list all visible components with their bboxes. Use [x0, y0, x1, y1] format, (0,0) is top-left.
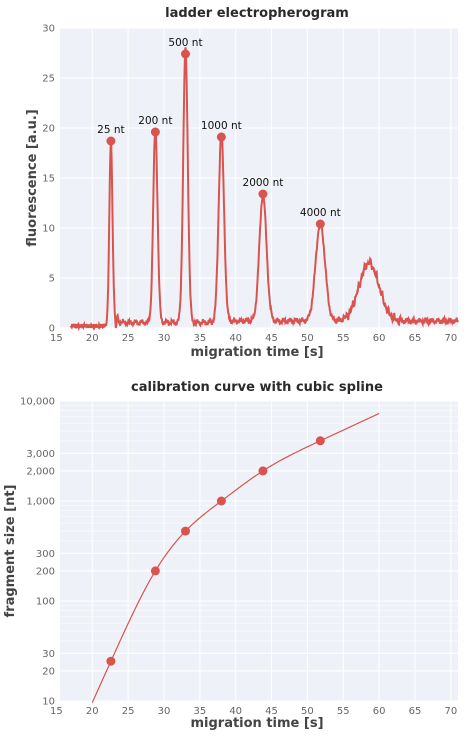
chart1-x-ticks: 15 20 25 30 35 40 45 50 55 60 65 70 — [50, 333, 457, 344]
chart2-x-tick-label: 35 — [193, 706, 206, 717]
chart2-y-ticks: 10 20 30 100 200 300 1,000 2,000 3,000 10,000 — [20, 397, 55, 708]
peak-marker — [106, 136, 116, 146]
peak-label: 4000 nt — [300, 207, 341, 219]
chart1-y-ticks: 0 5 10 15 20 25 30 — [42, 24, 55, 335]
chart1-y-tick-label: 20 — [42, 124, 55, 135]
chart2-x-tick-label: 50 — [301, 706, 314, 717]
peak-marker — [216, 132, 226, 142]
calibration-chart: calibration curve with cubic spline 15 20… — [3, 380, 458, 731]
chart2-y-tick-label: 1,000 — [26, 497, 55, 508]
calibration-point — [106, 656, 116, 666]
chart2-y-tick-label: 2,000 — [26, 466, 55, 477]
chart1-y-tick-label: 0 — [49, 324, 55, 335]
chart2-grid — [60, 400, 458, 702]
chart2-x-tick-label: 60 — [373, 706, 386, 717]
chart2-x-tick-label: 55 — [337, 706, 350, 717]
chart2-y-tick-label: 10 — [42, 697, 55, 708]
chart2-x-tick-label: 70 — [444, 706, 457, 717]
chart1-x-tick-label: 70 — [444, 333, 457, 344]
chart2-x-ticks: 15 20 25 30 35 40 45 50 55 60 65 70 — [50, 706, 457, 717]
peak-label: 1000 nt — [201, 120, 242, 132]
chart2-y-tick-label: 100 — [36, 597, 55, 608]
chart1-x-tick-label: 65 — [409, 333, 422, 344]
chart1-x-axis-label: migration time [s] — [190, 345, 323, 360]
chart2-x-tick-label: 45 — [265, 706, 278, 717]
calibration-point — [258, 466, 268, 476]
chart2-x-tick-label: 65 — [409, 706, 422, 717]
chart1-x-tick-label: 20 — [86, 333, 99, 344]
chart1-x-tick-label: 25 — [122, 333, 135, 344]
peak-label: 25 nt — [97, 124, 124, 136]
chart1-x-tick-label: 55 — [337, 333, 350, 344]
chart1-y-tick-label: 10 — [42, 224, 55, 235]
chart2-y-tick-label: 30 — [42, 649, 55, 660]
chart2-plot-area — [60, 401, 458, 701]
chart1-y-tick-label: 5 — [49, 274, 55, 285]
chart2-x-tick-label: 15 — [50, 706, 63, 717]
chart2-title: calibration curve with cubic spline — [131, 380, 383, 395]
chart1-x-tick-label: 50 — [301, 333, 314, 344]
electropherogram-chart: ladder electropherogram 15 20 25 30 35 40 45 50… — [25, 6, 459, 360]
chart1-x-tick-label: 30 — [158, 333, 171, 344]
chart2-y-tick-label: 20 — [42, 666, 55, 677]
calibration-points — [106, 436, 325, 666]
calibration-point — [150, 566, 160, 576]
calibration-point — [216, 496, 226, 506]
chart2-y-tick-label: 300 — [36, 549, 55, 560]
peak-marker — [315, 219, 325, 229]
chart1-y-tick-label: 30 — [42, 24, 55, 35]
chart2-y-axis-label: fragment size [nt] — [3, 485, 18, 618]
chart1-title: ladder electropherogram — [165, 6, 349, 21]
calibration-spline — [91, 412, 380, 703]
peak-label: 500 nt — [168, 37, 202, 49]
peak-marker — [180, 49, 190, 59]
chart2-y-tick-label: 200 — [36, 566, 55, 577]
chart1-x-tick-label: 60 — [373, 333, 386, 344]
electropherogram-trace — [69, 47, 459, 332]
peak-marker — [258, 189, 268, 199]
chart1-y-axis-label: fluorescence [a.u.] — [25, 109, 40, 246]
chart1-y-tick-label: 15 — [42, 174, 55, 185]
chart2-x-tick-label: 20 — [86, 706, 99, 717]
calibration-point — [180, 526, 190, 536]
chart2-x-tick-label: 30 — [158, 706, 171, 717]
chart1-x-tick-label: 45 — [265, 333, 278, 344]
calibration-point — [315, 436, 325, 446]
chart1-x-tick-label: 40 — [229, 333, 242, 344]
chart2-x-tick-label: 25 — [122, 706, 135, 717]
chart1-y-tick-label: 25 — [42, 74, 55, 85]
chart1-peak-markers: 25 nt 200 nt 500 nt 1000 nt 2000 nt 4000 nt — [97, 37, 341, 229]
chart1-grid — [60, 27, 458, 329]
peak-label: 2000 nt — [243, 177, 284, 189]
peak-label: 200 nt — [138, 115, 172, 127]
chart1-x-tick-label: 35 — [193, 333, 206, 344]
chart1-x-tick-label: 15 — [50, 333, 63, 344]
chart2-y-tick-label: 10,000 — [20, 397, 55, 408]
chart2-x-axis-label: migration time [s] — [190, 716, 323, 731]
chart2-y-tick-label: 3,000 — [26, 449, 55, 460]
chart2-x-tick-label: 40 — [229, 706, 242, 717]
peak-marker — [150, 127, 160, 137]
